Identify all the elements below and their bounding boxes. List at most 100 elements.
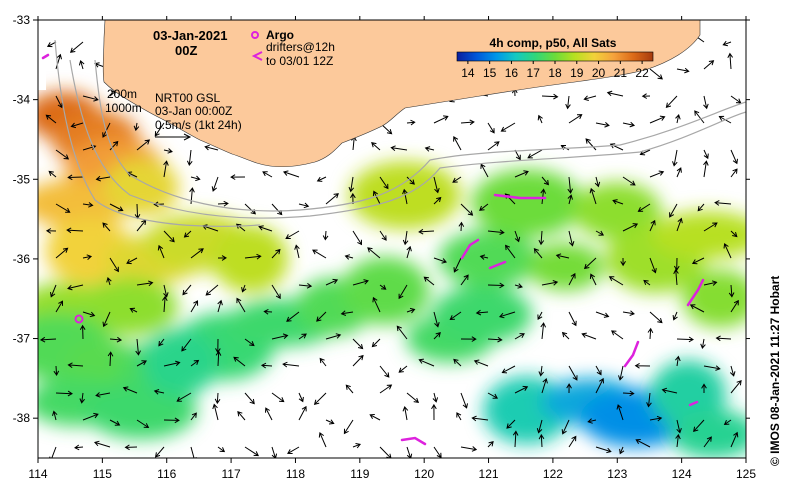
current-arrow	[619, 446, 625, 455]
current-arrow	[379, 230, 387, 241]
current-arrow	[568, 311, 577, 327]
current-arrow	[379, 284, 387, 290]
current-arrow	[298, 282, 313, 289]
current-arrow	[236, 297, 246, 313]
current-arrow	[316, 311, 327, 322]
current-arrow	[340, 310, 354, 316]
current-arrow	[541, 93, 559, 100]
current-arrow	[344, 254, 354, 260]
current-arrow	[433, 311, 440, 328]
colorbar-tick-label: 21	[614, 66, 628, 80]
current-arrow	[618, 365, 624, 381]
current-arrow	[372, 296, 381, 313]
current-arrow	[723, 419, 732, 425]
current-arrow	[453, 257, 462, 273]
current-arrow	[616, 404, 624, 421]
current-arrow	[449, 311, 462, 321]
current-arrow	[190, 300, 199, 313]
current-arrow	[55, 203, 71, 213]
current-arrow	[433, 196, 442, 205]
contour-label-200m: 200m	[107, 87, 137, 101]
current-arrow	[649, 257, 657, 274]
current-arrow	[703, 222, 718, 232]
current-arrow	[587, 418, 597, 424]
current-arrow	[487, 392, 499, 399]
current-arrow	[537, 311, 543, 321]
current-arrow	[672, 311, 678, 321]
current-arrow	[78, 59, 85, 70]
current-arrow	[217, 200, 229, 207]
current-arrow	[230, 174, 246, 180]
current-arrow	[589, 273, 597, 286]
current-arrow	[460, 336, 477, 342]
current-arrow	[406, 307, 416, 314]
x-axis: 114 115 116 117 118 119 120 121 122 123 124 125	[28, 16, 756, 481]
current-arrow	[109, 140, 119, 151]
sst-patch	[341, 256, 430, 325]
current-arrow	[343, 419, 354, 435]
current-arrow	[402, 230, 409, 246]
current-arrow	[433, 176, 440, 194]
sst-patch	[432, 285, 533, 344]
current-arrow	[154, 446, 165, 458]
current-arrow	[701, 383, 707, 393]
current-arrow	[583, 95, 597, 101]
current-arrow	[398, 365, 408, 373]
current-arrow	[538, 365, 544, 377]
current-arrow	[456, 412, 462, 421]
current-arrow	[595, 311, 610, 318]
current-arrow	[514, 385, 529, 394]
current-arrow	[460, 392, 468, 409]
current-arrow	[181, 338, 192, 352]
colorbar	[456, 51, 654, 62]
current-arrow	[235, 223, 246, 232]
current-arrow	[567, 194, 573, 205]
y-tick-label: -33	[13, 13, 31, 27]
current-arrow	[67, 284, 84, 291]
current-arrow	[643, 279, 651, 286]
contour-200m	[94, 59, 746, 212]
current-arrow	[453, 136, 462, 151]
current-arrow	[82, 254, 93, 260]
current-arrow	[244, 392, 255, 405]
current-arrow	[471, 415, 489, 422]
current-arrow	[487, 441, 494, 448]
current-arrow	[136, 139, 151, 151]
current-arrow	[215, 350, 222, 367]
current-arrow	[262, 171, 273, 178]
current-arrow	[55, 149, 70, 160]
current-arrow	[153, 389, 165, 395]
current-arrow	[595, 122, 610, 128]
current-arrow	[126, 257, 138, 265]
current-arrow	[649, 170, 665, 178]
current-arrow	[568, 230, 575, 247]
y-tick-label: -37	[13, 332, 31, 346]
current-arrow	[322, 230, 329, 241]
current-arrow	[676, 419, 682, 434]
current-arrow	[55, 53, 62, 70]
y-tick-label: -35	[13, 172, 31, 186]
current-arrow	[583, 257, 597, 270]
current-arrow	[714, 200, 732, 206]
x-tick-label: 124	[672, 467, 692, 481]
plot-frame	[37, 19, 747, 459]
x-tick-label: 125	[736, 467, 756, 481]
current-arrow	[402, 405, 409, 421]
current-arrow	[487, 141, 500, 151]
current-arrow	[595, 446, 612, 454]
current-arrow	[641, 93, 651, 99]
current-arrow	[183, 230, 192, 238]
current-arrow	[620, 257, 626, 267]
land-west-cape	[38, 20, 46, 90]
current-arrow	[514, 230, 521, 243]
current-arrow	[585, 138, 597, 151]
current-arrow	[271, 284, 281, 300]
current-arrow	[244, 253, 262, 260]
current-arrow	[730, 299, 739, 313]
current-arrow	[728, 284, 735, 298]
current-arrow	[271, 248, 281, 259]
colorbar-tick-label: 14	[461, 66, 475, 80]
current-arrow	[109, 203, 124, 212]
sst-data-layer	[38, 91, 746, 458]
